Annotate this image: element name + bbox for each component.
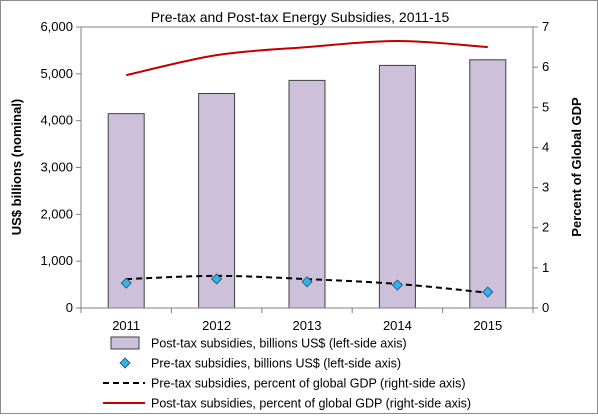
right-tick-label: 5 xyxy=(542,99,549,114)
chart-title: Pre-tax and Post-tax Energy Subsidies, 2… xyxy=(151,9,450,25)
pre-tax-markers xyxy=(120,273,494,298)
x-tick-label-2014: 2014 xyxy=(383,318,412,333)
right-tick-label: 2 xyxy=(542,220,549,235)
left-axis-title: US$ billions (nominal) xyxy=(9,99,24,236)
left-tick-label: 3,000 xyxy=(40,160,73,175)
x-tick-label-2015: 2015 xyxy=(473,318,502,333)
right-tick-label: 4 xyxy=(542,139,549,154)
post-tax-gdp-line xyxy=(125,40,488,77)
x-tick-label-2013: 2013 xyxy=(293,318,322,333)
legend-swatch-pre-tax-markers xyxy=(119,357,131,369)
right-tick-label: 7 xyxy=(542,19,549,34)
legend-label: Post-tax subsidies, percent of global GD… xyxy=(151,397,471,411)
right-tick-label: 0 xyxy=(542,300,549,315)
left-tick-label: 6,000 xyxy=(40,19,73,34)
legend-label: Pre-tax subsidies, percent of global GDP… xyxy=(151,377,466,391)
x-tick-label-2011: 2011 xyxy=(112,318,140,333)
legend: Post-tax subsidies, billions US$ (left-s… xyxy=(103,336,471,411)
right-tick-label: 6 xyxy=(542,59,549,74)
legend-label: Post-tax subsidies, billions US$ (left-s… xyxy=(151,337,407,351)
axes: 0 1,000 2,000 3,000 4,000 5,000 6,000 0 1 2 3 4 5 6 7 2… xyxy=(40,19,549,333)
legend-label: Pre-tax subsidies, billions US$ (left-si… xyxy=(151,357,401,371)
pre-tax-marker-2014 xyxy=(391,279,403,291)
bar-2012 xyxy=(198,93,236,309)
pre-tax-marker-2011 xyxy=(120,277,132,289)
left-tick-label: 0 xyxy=(66,300,73,315)
pre-tax-marker-2012 xyxy=(211,273,223,285)
pre-tax-marker-2013 xyxy=(301,276,313,288)
left-tick-label: 5,000 xyxy=(40,66,73,81)
bar-2014 xyxy=(378,64,416,309)
right-tick-label: 1 xyxy=(542,260,549,275)
post-tax-bars xyxy=(107,59,507,309)
pre-tax-marker-2015 xyxy=(482,286,494,298)
bar-2011 xyxy=(107,113,145,309)
legend-swatch-post-tax-bars xyxy=(110,336,140,350)
left-tick-label: 2,000 xyxy=(40,206,73,221)
right-tick-label: 3 xyxy=(542,180,549,195)
x-tick-label-2012: 2012 xyxy=(202,318,231,333)
left-tick-label: 4,000 xyxy=(40,113,73,128)
left-tick-label: 1,000 xyxy=(40,253,73,268)
bar-2015 xyxy=(469,59,507,309)
bar-2013 xyxy=(288,79,326,309)
right-axis-title: Percent of Global GDP xyxy=(569,97,584,237)
